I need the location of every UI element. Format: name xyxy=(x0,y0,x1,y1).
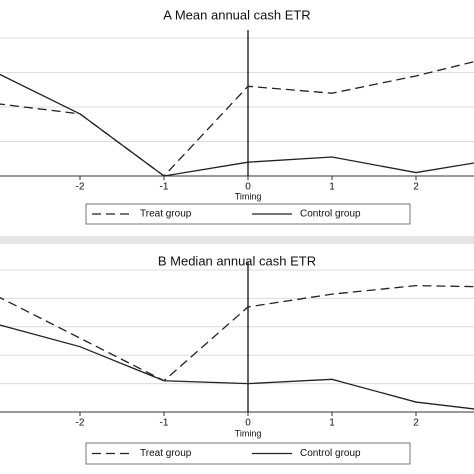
series-line xyxy=(0,284,474,382)
x-tick-label: -3 xyxy=(0,182,1,193)
x-axis-label: Timing xyxy=(235,191,262,201)
x-tick-label: 0 xyxy=(245,418,251,429)
panel-separator xyxy=(0,236,474,244)
legend-label: Control group xyxy=(300,448,361,459)
legend-box xyxy=(85,203,411,225)
x-tick-label: -2 xyxy=(76,418,85,429)
chart-title: B Median annual cash ETR xyxy=(158,253,316,268)
x-tick-label: 2 xyxy=(413,182,419,193)
series-line xyxy=(0,73,474,177)
legend-label: Treat group xyxy=(140,209,192,220)
series-line xyxy=(0,324,474,410)
x-axis-label: Timing xyxy=(235,428,262,438)
x-tick-label: -3 xyxy=(0,418,1,429)
legend-box xyxy=(85,442,411,465)
x-tick-label: 2 xyxy=(413,418,419,429)
x-tick-label: -2 xyxy=(76,182,85,193)
x-tick-label: -1 xyxy=(160,418,169,429)
chart-title: A Mean annual cash ETR xyxy=(163,7,310,22)
x-tick-label: 0 xyxy=(245,182,251,193)
x-tick-label: 1 xyxy=(329,418,335,429)
x-tick-label: 1 xyxy=(329,182,335,193)
x-tick-label: -1 xyxy=(160,182,169,193)
legend-label: Control group xyxy=(300,209,361,220)
legend-label: Treat group xyxy=(140,448,192,459)
